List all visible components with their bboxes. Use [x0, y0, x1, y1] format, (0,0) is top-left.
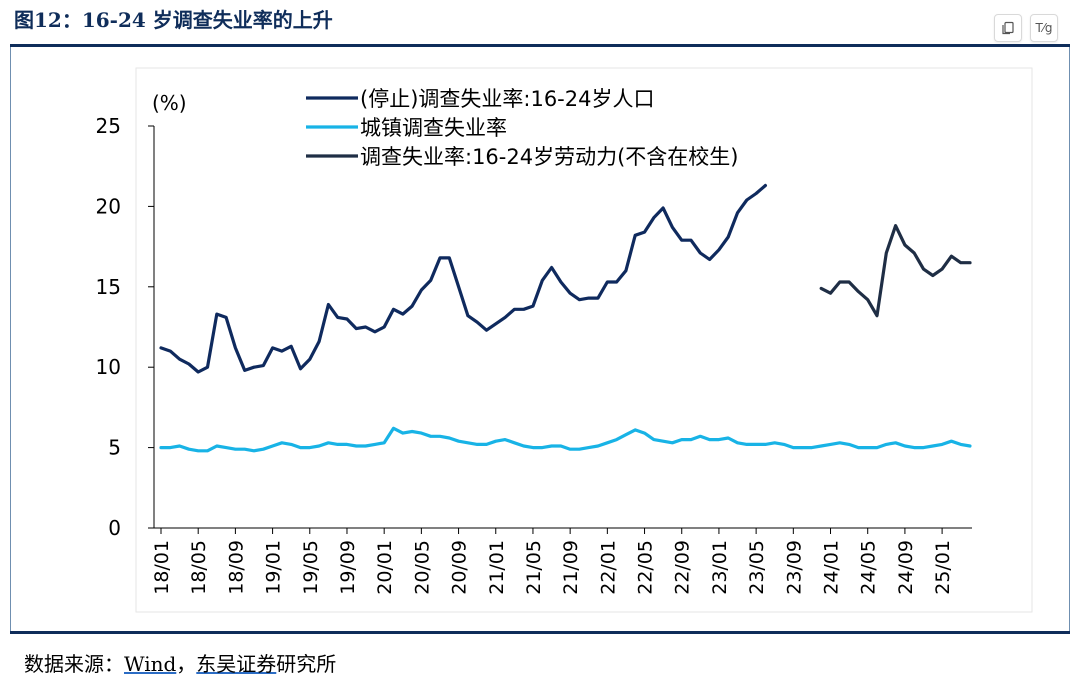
x-tick-label: 18/09: [225, 540, 247, 595]
legend: (停止)调查失业率:16-24岁人口城镇调查失业率调查失业率:16-24岁劳动力…: [306, 87, 738, 169]
source-separator: ，: [176, 652, 197, 676]
translate-icon: T⁄g: [1035, 21, 1053, 35]
x-tick-label: 20/01: [374, 540, 396, 595]
y-tick-label: 0: [108, 516, 121, 540]
y-tick-label: 5: [108, 436, 121, 460]
x-tick-label: 24/05: [858, 540, 880, 595]
source-prefix: 数据来源：: [24, 652, 124, 676]
y-tick-label: 15: [96, 275, 121, 299]
x-tick-label: 22/05: [635, 540, 657, 595]
toolbar: T⁄g: [994, 14, 1058, 42]
source-link-soochow[interactable]: 东吴证券: [196, 652, 277, 676]
x-tick-label: 22/01: [597, 540, 619, 595]
copy-button[interactable]: [994, 14, 1022, 42]
translate-button[interactable]: T⁄g: [1030, 14, 1058, 42]
series-lines: [159, 183, 972, 453]
series-line-1: [159, 183, 768, 374]
x-tick-label: 23/09: [783, 540, 805, 595]
x-tick-label: 23/05: [746, 540, 768, 595]
x-tick-label: 21/01: [486, 540, 508, 595]
x-tick-label: 21/05: [523, 540, 545, 595]
figure-title: 图12：16-24 岁调查失业率的上升: [14, 8, 333, 32]
source-link-wind[interactable]: Wind: [124, 652, 177, 676]
legend-label-3: 调查失业率:16-24岁劳动力(不含在校生): [360, 145, 738, 169]
copy-icon: [1002, 21, 1014, 35]
legend-label-1: (停止)调查失业率:16-24岁人口: [360, 87, 654, 111]
x-tick-label: 20/05: [411, 540, 433, 595]
x-tick-label: 18/01: [151, 540, 173, 595]
x-tick-label: 22/09: [672, 540, 694, 595]
source-suffix: 研究所: [276, 652, 337, 676]
x-tick-label: 18/05: [188, 540, 210, 595]
x-tick-label: 24/01: [821, 540, 843, 595]
top-rule: [10, 44, 1070, 47]
chart-frame: [10, 47, 1070, 631]
x-tick-label: 25/01: [932, 540, 954, 595]
x-tick-label: 24/09: [895, 540, 917, 595]
y-tick-label: 25: [96, 114, 121, 138]
bottom-rule: [10, 631, 1070, 634]
x-tick-label: 19/05: [300, 540, 322, 595]
y-tick-label: 20: [96, 194, 121, 218]
y-tick-label: 10: [96, 355, 121, 379]
series-line-3: [819, 224, 972, 318]
x-tick-label: 23/01: [709, 540, 731, 595]
plot-background: [135, 67, 1033, 613]
series-line-2: [159, 426, 972, 453]
y-axis-unit: (%): [152, 91, 187, 115]
source-note: 数据来源：Wind，东吴证券研究所: [24, 648, 336, 677]
x-tick-label: 19/01: [263, 540, 285, 595]
x-tick-label: 19/09: [337, 540, 359, 595]
x-tick-label: 21/09: [560, 540, 582, 595]
legend-label-2: 城镇调查失业率: [360, 116, 507, 140]
axes: (%) 0 5 10 15 20 25 18/01 18/05 18/09 19/01 19/05 19…: [96, 91, 972, 595]
x-tick-label: 20/09: [449, 540, 471, 595]
